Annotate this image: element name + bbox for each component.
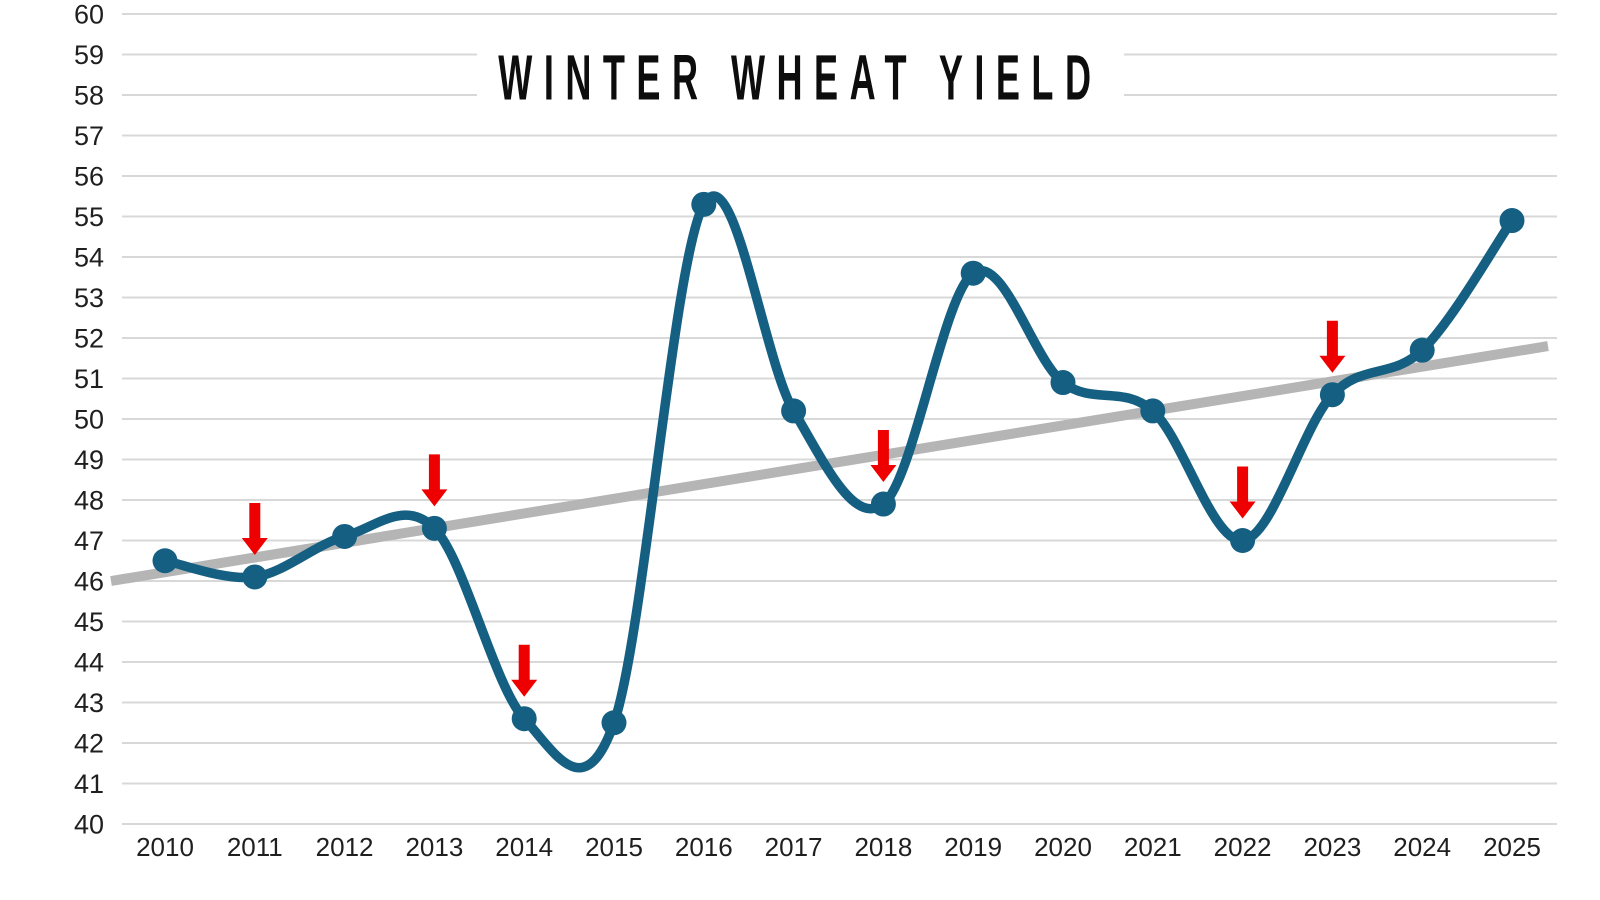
data-point-2022 <box>1230 528 1256 553</box>
data-point-2013 <box>421 515 447 541</box>
x-tick-label-2011: 2011 <box>227 832 283 862</box>
y-tick-label-60: 60 <box>74 0 104 30</box>
y-tick-label-51: 51 <box>74 364 104 394</box>
data-point-2017 <box>781 398 807 424</box>
y-tick-label-47: 47 <box>74 526 104 556</box>
data-point-2010 <box>152 548 178 574</box>
y-tick-label-44: 44 <box>74 648 104 678</box>
x-tick-label-2025: 2025 <box>1483 832 1541 862</box>
down-arrow-2014 <box>511 644 538 697</box>
x-tick-label-2017: 2017 <box>765 832 823 862</box>
x-tick-label-2020: 2020 <box>1034 832 1092 862</box>
y-tick-label-43: 43 <box>74 688 104 718</box>
y-tick-label-53: 53 <box>74 283 104 313</box>
data-point-2015 <box>601 710 627 736</box>
data-point-2014 <box>511 706 537 732</box>
data-point-2020 <box>1050 370 1076 396</box>
y-tick-label-40: 40 <box>74 810 104 840</box>
x-tick-label-2023: 2023 <box>1303 832 1361 862</box>
x-tick-label-2012: 2012 <box>316 832 374 862</box>
y-tick-label-55: 55 <box>74 202 104 232</box>
data-point-2011 <box>242 564 268 590</box>
x-tick-label-2024: 2024 <box>1393 832 1451 862</box>
x-tick-label-2022: 2022 <box>1214 832 1272 862</box>
down-arrow-2023 <box>1319 320 1346 373</box>
y-tick-label-48: 48 <box>74 486 104 516</box>
data-point-2018 <box>870 491 896 517</box>
yield-line <box>160 191 1517 773</box>
x-tick-label-2019: 2019 <box>944 832 1002 862</box>
data-point-2024 <box>1409 337 1435 363</box>
data-point-2016 <box>691 191 717 217</box>
x-tick-label-2010: 2010 <box>136 832 194 862</box>
down-arrow-2011 <box>241 502 268 555</box>
x-tick-label-2021: 2021 <box>1124 832 1182 862</box>
y-tick-label-52: 52 <box>74 324 104 354</box>
y-tick-label-59: 59 <box>74 40 104 70</box>
y-tick-label-46: 46 <box>74 567 104 597</box>
y-tick-label-56: 56 <box>74 162 104 192</box>
down-arrow-2022 <box>1229 466 1256 519</box>
y-tick-label-58: 58 <box>74 81 104 111</box>
y-tick-label-57: 57 <box>74 121 104 151</box>
y-tick-label-50: 50 <box>74 405 104 435</box>
data-point-2019 <box>960 260 986 286</box>
y-tick-label-49: 49 <box>74 445 104 475</box>
data-point-2023 <box>1319 382 1345 408</box>
data-point-2021 <box>1140 398 1166 424</box>
down-arrow-2018 <box>870 430 897 483</box>
data-point-2012 <box>332 523 358 549</box>
y-tick-label-54: 54 <box>74 243 104 273</box>
y-tick-label-42: 42 <box>74 729 104 759</box>
x-tick-label-2014: 2014 <box>495 832 553 862</box>
y-tick-label-41: 41 <box>74 769 104 799</box>
x-tick-label-2016: 2016 <box>675 832 733 862</box>
x-tick-label-2013: 2013 <box>405 832 463 862</box>
y-tick-label-45: 45 <box>74 607 104 637</box>
x-tick-label-2015: 2015 <box>585 832 643 862</box>
data-point-2025 <box>1499 208 1525 234</box>
down-arrow-2013 <box>421 454 448 507</box>
x-tick-label-2018: 2018 <box>854 832 912 862</box>
